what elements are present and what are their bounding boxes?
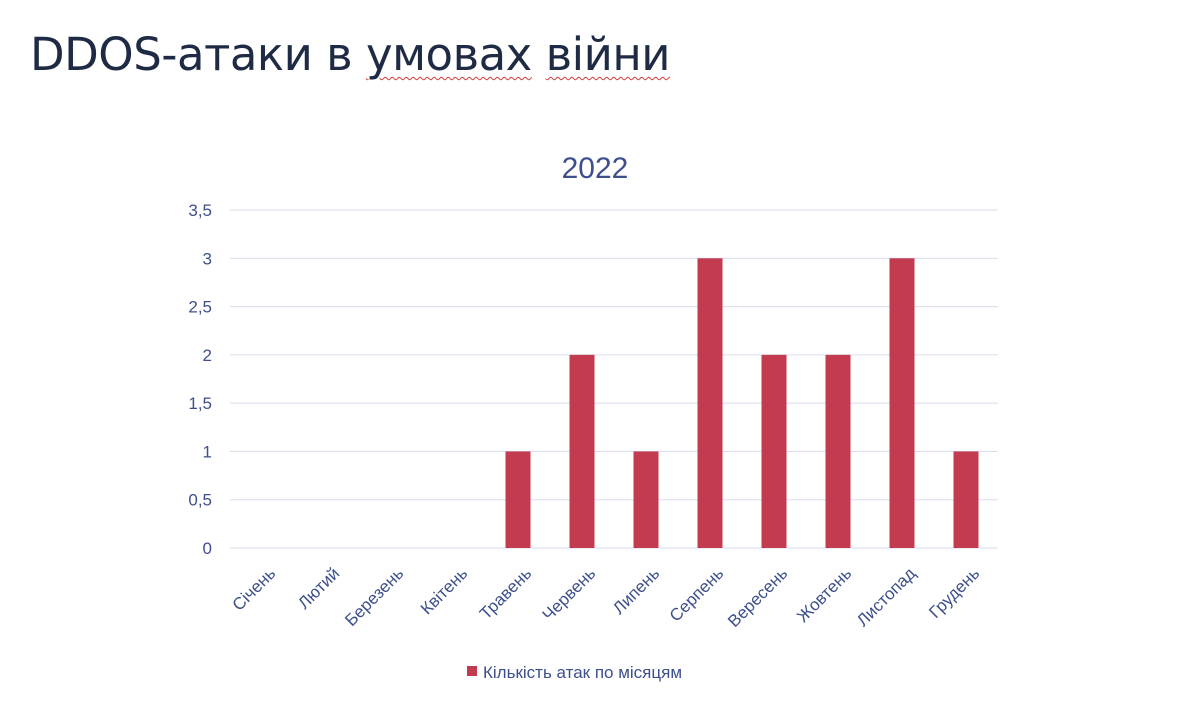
x-category-label: Серпень [666,564,728,626]
slide-title: DDOS-атаки в умовах війни [30,28,671,81]
x-category-label: Лютий [294,564,343,613]
legend-label: Кількість атак по місяцям [483,663,682,682]
y-tick-label: 2 [203,346,212,365]
bar [569,354,595,548]
bar [761,354,787,548]
x-category-label: Березень [341,564,407,630]
y-tick-label: 2,5 [188,298,212,317]
x-category-label: Травень [476,564,535,623]
x-category-label: Жовтень [793,564,855,626]
y-tick-label: 1,5 [188,394,212,413]
x-category-label: Вересень [724,564,791,631]
x-category-label: Липень [609,564,663,618]
chart-title: 2022 [562,152,629,185]
bar [953,451,979,548]
slide-title-part-2: умовах [365,28,532,81]
slide-title-part-4: війни [545,28,671,81]
legend-swatch [467,666,477,676]
bar [697,258,723,548]
bar [505,451,531,548]
x-category-label: Червень [539,564,600,625]
x-category-label: Листопад [853,564,919,630]
x-category-label: Грудень [925,564,983,622]
bar [889,258,915,548]
y-tick-label: 0,5 [188,491,212,510]
x-category-label: Січень [229,564,280,615]
bar [633,451,659,548]
slide-title-part-1: DDOS-атаки в [30,28,366,81]
legend: Кількість атак по місяцям [467,663,682,682]
x-category-label: Квітень [417,564,472,619]
bar [825,354,851,548]
y-tick-label: 3,5 [188,201,212,220]
gridlines [230,209,998,549]
y-tick-label: 3 [203,249,212,268]
y-tick-label: 1 [203,442,212,461]
y-tick-label: 0 [203,539,212,558]
bars [505,258,979,548]
y-axis-ticks: 0 0,5 1 1,5 2 2,5 3 3,5 [188,201,212,558]
